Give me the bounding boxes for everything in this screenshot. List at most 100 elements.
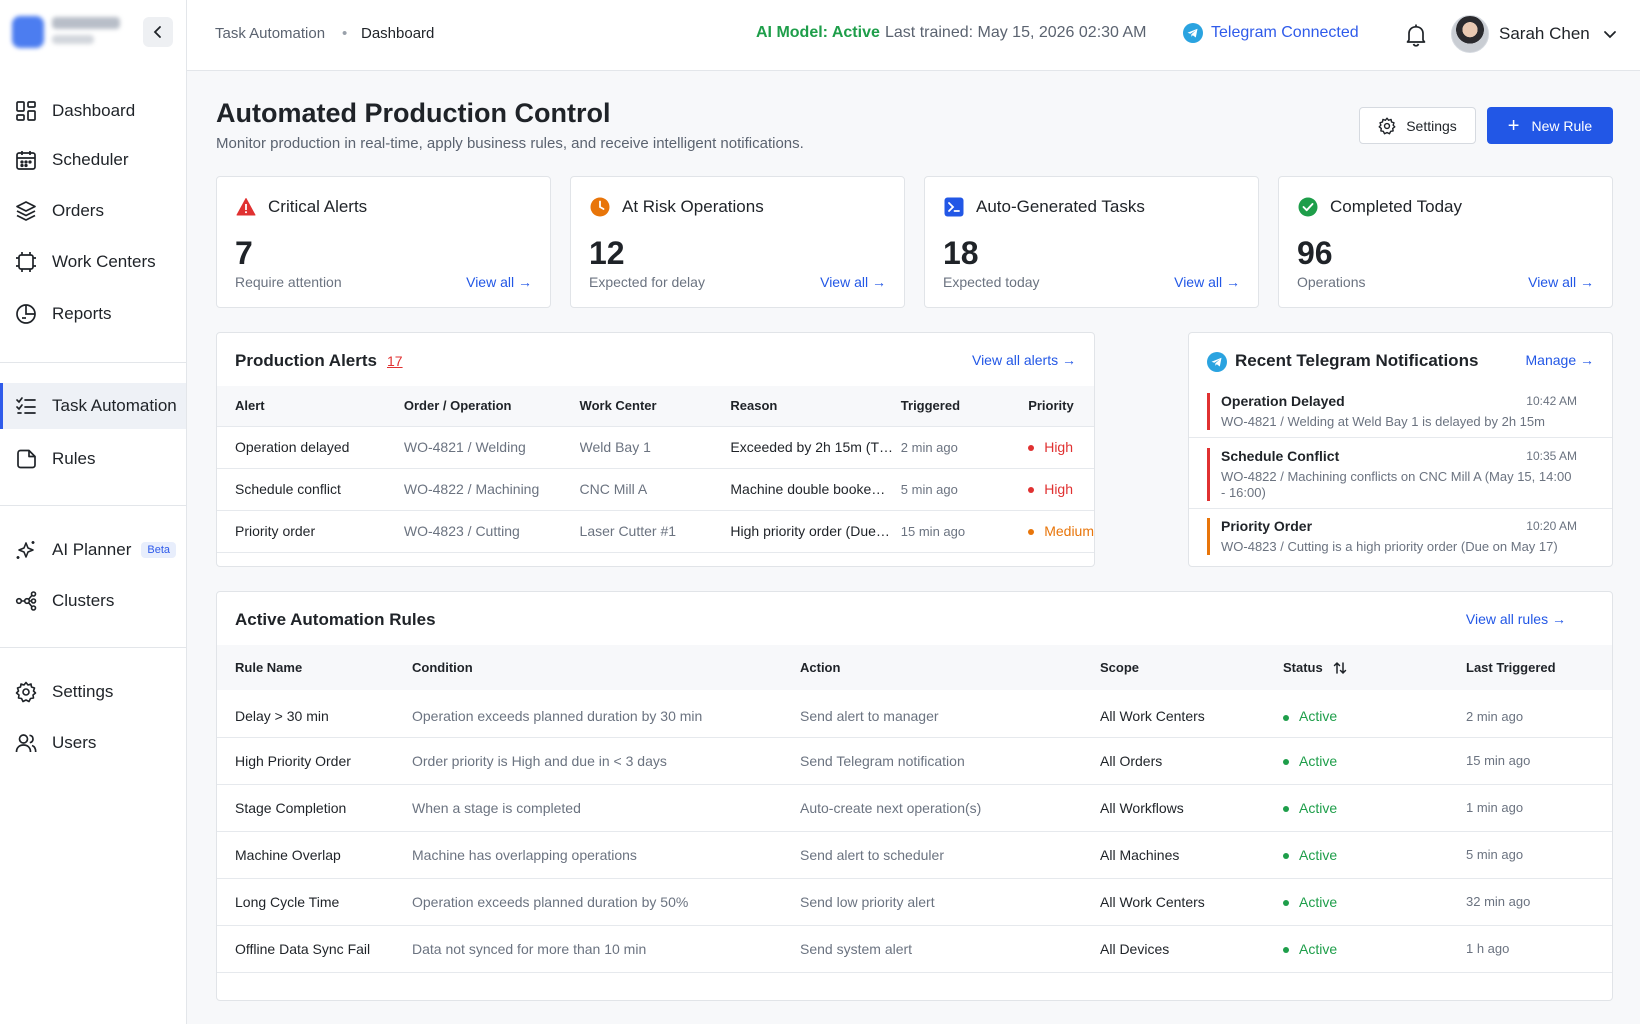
collapse-sidebar-button[interactable] [143, 17, 173, 47]
sidebar-item-dashboard[interactable]: Dashboard [0, 88, 186, 134]
page-title: Automated Production Control [216, 98, 611, 128]
table-row[interactable]: Offline Data Sync Fail Data not synced f… [217, 925, 1612, 973]
notification-title: Operation Delayed [1221, 393, 1345, 409]
rule-scope: All Work Centers [1100, 878, 1283, 926]
automation-rules-title: Active Automation Rules [235, 610, 436, 629]
stat-value: 18 [943, 235, 979, 271]
table-row[interactable]: Stage Completion When a stage is complet… [217, 784, 1612, 832]
sidebar-item-label: Work Centers [52, 252, 156, 271]
status-dot [1283, 852, 1289, 859]
sidebar-item-label: Task Automation [52, 396, 177, 415]
alert-work-center: CNC Mill A [579, 468, 731, 511]
divider [1189, 508, 1612, 509]
priority-dot [1028, 445, 1035, 452]
telegram-connection-status[interactable]: Telegram Connected [1183, 23, 1359, 43]
warning-icon [236, 198, 256, 216]
alert-reason: Exceeded by 2h 15m (T… [730, 426, 901, 469]
sidebar-item-settings[interactable]: Settings [0, 669, 186, 715]
stat-subtitle: Require attention [235, 274, 342, 290]
telegram-connection-label: Telegram Connected [1211, 24, 1359, 41]
view-all-critical-link[interactable]: View all → [466, 274, 532, 290]
sidebar-item-ai-planner[interactable]: AI Planner Beta [0, 527, 186, 573]
notification-item[interactable]: Schedule Conflict 10:35 AM WO-4822 / Mac… [1207, 448, 1577, 501]
table-row[interactable]: Machine Overlap Machine has overlapping … [217, 831, 1612, 879]
rule-last-triggered: 1 h ago [1466, 925, 1612, 973]
notification-body: WO-4822 / Machining conflicts on CNC Mil… [1221, 469, 1572, 500]
col-rule-name[interactable]: Rule Name [217, 645, 412, 690]
arrow-right-icon: → [1552, 611, 1566, 627]
sidebar-item-label: Users [52, 733, 97, 752]
breadcrumb-separator: • [342, 25, 348, 42]
col-triggered[interactable]: Triggered [900, 386, 1029, 426]
sidebar: Dashboard Scheduler Orders Work Centers … [0, 0, 187, 1024]
breadcrumb-task-automation[interactable]: Task Automation [215, 25, 326, 42]
sidebar-item-label: Scheduler [52, 150, 129, 169]
col-alert[interactable]: Alert [217, 386, 404, 426]
table-row[interactable]: Priority order WO-4823 / Cutting Laser C… [217, 510, 1094, 553]
view-all-completed-link[interactable]: View all → [1528, 274, 1594, 290]
sidebar-item-rules[interactable]: Rules [0, 436, 186, 482]
nav-divider [0, 362, 186, 363]
rule-action: Send Telegram notification [800, 737, 1100, 785]
telegram-notifications-panel: Recent Telegram Notifications Manage → O… [1188, 332, 1613, 567]
col-scope[interactable]: Scope [1100, 645, 1283, 690]
rule-name: High Priority Order [217, 737, 412, 785]
last-trained-text: Last trained: May 15, 2026 02:30 AM [885, 24, 1147, 41]
status-label: Active [1299, 893, 1338, 910]
view-all-tasks-link[interactable]: View all → [1174, 274, 1240, 290]
rule-last-triggered: 2 min ago [1466, 690, 1612, 738]
col-work-center[interactable]: Work Center [579, 386, 731, 426]
sidebar-item-task-automation[interactable]: Task Automation [0, 383, 186, 429]
status-badge: Active [1283, 878, 1466, 926]
col-reason[interactable]: Reason [730, 386, 901, 426]
users-icon [15, 734, 37, 753]
rule-name: Long Cycle Time [217, 878, 412, 926]
table-row[interactable]: High Priority Order Order priority is Hi… [217, 737, 1612, 785]
sidebar-item-orders[interactable]: Orders [0, 188, 186, 234]
sort-icon[interactable] [1333, 661, 1347, 675]
sidebar-item-clusters[interactable]: Clusters [0, 578, 186, 624]
notification-time: 10:35 AM [1526, 449, 1577, 463]
sidebar-item-reports[interactable]: Reports [0, 291, 186, 337]
col-status[interactable]: Status [1283, 645, 1466, 690]
view-all-alerts-link[interactable]: View all alerts → [972, 352, 1076, 368]
arrow-right-icon: → [1226, 274, 1240, 290]
rules-table: Rule Name Condition Action Scope Status … [217, 645, 1612, 973]
view-all-at-risk-link[interactable]: View all → [820, 274, 886, 290]
notification-item[interactable]: Operation Delayed 10:42 AM WO-4821 / Wel… [1207, 393, 1577, 430]
stat-value: 96 [1297, 235, 1333, 271]
settings-button[interactable]: Settings [1359, 107, 1476, 144]
rule-condition: When a stage is completed [412, 784, 800, 832]
sidebar-item-scheduler[interactable]: Scheduler [0, 137, 186, 183]
col-status-label: Status [1283, 659, 1323, 675]
chevron-left-icon [153, 26, 161, 38]
manage-notifications-link[interactable]: Manage → [1526, 352, 1594, 368]
stat-subtitle: Expected today [943, 274, 1040, 290]
sidebar-item-users[interactable]: Users [0, 720, 186, 766]
table-row[interactable]: Schedule conflict WO-4822 / Machining CN… [217, 468, 1094, 511]
divider [1189, 437, 1612, 438]
col-action[interactable]: Action [800, 645, 1100, 690]
view-all-rules-link[interactable]: View all rules → [1466, 611, 1566, 627]
table-row[interactable]: Operation delayed WO-4821 / Welding Weld… [217, 426, 1094, 469]
status-label: Active [1299, 708, 1338, 725]
table-row[interactable]: Delay > 30 min Operation exceeds planned… [217, 690, 1612, 738]
breadcrumb-dashboard: Dashboard [361, 25, 435, 42]
col-priority[interactable]: Priority [1028, 386, 1094, 426]
stat-title: Completed Today [1330, 197, 1462, 216]
table-row[interactable]: Long Cycle Time Operation exceeds planne… [217, 878, 1612, 926]
sidebar-item-work-centers[interactable]: Work Centers [0, 239, 186, 285]
user-menu[interactable]: Sarah Chen [1451, 15, 1618, 53]
new-rule-button[interactable]: + New Rule [1487, 107, 1613, 144]
notification-item[interactable]: Priority Order 10:20 AM WO-4823 / Cuttin… [1207, 518, 1577, 555]
sidebar-item-label: Orders [52, 201, 104, 220]
stat-card-at-risk: At Risk Operations 12 Expected for delay… [570, 176, 905, 308]
col-last-triggered[interactable]: Last Triggered [1466, 645, 1612, 690]
col-order[interactable]: Order / Operation [403, 386, 580, 426]
alerts-count-badge[interactable]: 17 [387, 353, 403, 369]
stat-value: 7 [235, 235, 253, 271]
rule-last-triggered: 5 min ago [1466, 831, 1612, 879]
col-condition[interactable]: Condition [412, 645, 800, 690]
bell-icon[interactable] [1403, 22, 1429, 48]
sidebar-item-label: Settings [52, 682, 114, 701]
